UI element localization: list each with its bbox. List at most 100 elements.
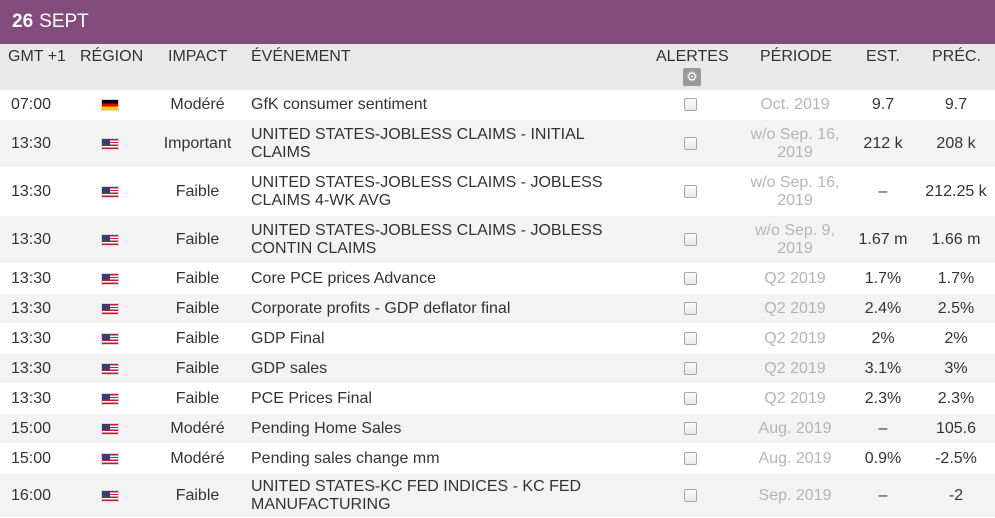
event-name[interactable]: UNITED STATES-KC FED INDICES - KC FED MA… <box>251 477 582 513</box>
flag-de-icon <box>101 98 119 111</box>
table-row: 13:30 Faible Core PCE prices Advance Q2 201… <box>0 264 995 294</box>
flag-us-icon <box>101 489 119 502</box>
event-impact: Modéré <box>170 419 225 437</box>
column-header-period: PÉRIODE <box>760 48 833 65</box>
alert-cell <box>684 264 700 293</box>
alert-checkbox[interactable] <box>684 422 697 435</box>
region-flag <box>101 444 123 473</box>
flag-us-icon <box>101 392 119 405</box>
alert-cell <box>684 168 700 215</box>
alert-checkbox[interactable] <box>684 233 697 246</box>
alert-checkbox[interactable] <box>684 185 697 198</box>
event-name[interactable]: GDP sales <box>251 359 328 377</box>
event-period: Q2 2019 <box>764 269 826 287</box>
alert-checkbox[interactable] <box>684 137 697 150</box>
event-time: 13:30 <box>11 389 52 407</box>
region-flag <box>101 354 123 383</box>
alert-checkbox[interactable] <box>684 302 697 315</box>
event-period: Q2 2019 <box>764 329 826 347</box>
event-impact: Faible <box>175 359 220 377</box>
event-name[interactable]: UNITED STATES-JOBLESS CLAIMS - INITIAL C… <box>251 125 585 161</box>
flag-us-icon <box>101 137 119 150</box>
alert-checkbox[interactable] <box>684 489 697 502</box>
event-estimate: 2.4% <box>864 299 902 317</box>
event-time: 16:00 <box>11 486 52 504</box>
flag-us-icon <box>101 233 119 246</box>
event-impact: Modéré <box>170 95 225 113</box>
event-period: Oct. 2019 <box>760 95 830 113</box>
alert-checkbox[interactable] <box>684 332 697 345</box>
event-previous: 1.7% <box>937 269 975 287</box>
event-estimate: 2.3% <box>864 389 902 407</box>
alert-checkbox[interactable] <box>684 362 697 375</box>
date-banner: 26 SEPT <box>0 0 995 44</box>
event-name[interactable]: UNITED STATES-JOBLESS CLAIMS - JOBLESS C… <box>251 173 603 209</box>
event-previous: 3% <box>944 359 968 377</box>
event-estimate: 9.7 <box>871 95 895 113</box>
event-impact: Faible <box>175 389 220 407</box>
region-flag <box>101 90 123 119</box>
table-row: 13:30 Faible UNITED STATES-JOBLESS CLAIMS … <box>0 168 995 216</box>
event-estimate: 1.67 m <box>858 230 908 248</box>
event-estimate: 0.9% <box>864 449 902 467</box>
event-previous: -2 <box>948 486 964 504</box>
alert-checkbox[interactable] <box>684 452 697 465</box>
flag-us-icon <box>101 302 119 315</box>
event-impact: Faible <box>175 269 220 287</box>
event-name[interactable]: Core PCE prices Advance <box>251 269 436 287</box>
event-time: 13:30 <box>11 359 52 377</box>
alert-cell <box>684 216 700 263</box>
event-name[interactable]: Pending Home Sales <box>251 419 402 437</box>
gear-icon[interactable]: ⚙ <box>683 68 701 86</box>
event-name[interactable]: GfK consumer sentiment <box>251 95 428 113</box>
region-flag <box>101 216 123 263</box>
event-previous: 2% <box>944 329 968 347</box>
event-name[interactable]: PCE Prices Final <box>251 389 372 407</box>
event-previous: 212.25 k <box>925 182 987 200</box>
alert-checkbox[interactable] <box>684 272 697 285</box>
table-header: GMT +1 RÉGION IMPACT ÉVÉNEMENT ALERTES ⚙… <box>0 44 995 90</box>
region-flag <box>101 120 123 167</box>
column-header-alerts: ALERTES <box>656 48 729 65</box>
event-name[interactable]: UNITED STATES-JOBLESS CLAIMS - JOBLESS C… <box>251 221 603 257</box>
region-flag <box>101 168 123 215</box>
event-time: 15:00 <box>11 419 52 437</box>
region-flag <box>101 384 123 413</box>
region-flag <box>101 414 123 443</box>
event-period: Aug. 2019 <box>758 449 832 467</box>
event-impact: Important <box>163 134 232 152</box>
event-period: w/o Sep. 9, 2019 <box>754 221 836 257</box>
event-impact: Faible <box>175 486 220 504</box>
table-row: 13:30 Faible GDP Final Q2 2019 2% 2% <box>0 324 995 354</box>
event-impact: Faible <box>175 182 220 200</box>
event-estimate: 3.1% <box>864 359 902 377</box>
table-row: 07:00 Modéré GfK consumer sentiment Oct. 20… <box>0 90 995 120</box>
table-row: 13:30 Important UNITED STATES-JOBLESS CLAI… <box>0 120 995 168</box>
event-period: Sep. 2019 <box>758 486 832 504</box>
event-estimate: 212 k <box>863 134 903 152</box>
event-previous: 2.3% <box>937 389 975 407</box>
table-row: 15:00 Modéré Pending Home Sales Aug. 2019 – 1… <box>0 414 995 444</box>
flag-us-icon <box>101 452 119 465</box>
flag-us-icon <box>101 362 119 375</box>
event-name[interactable]: Pending sales change mm <box>251 449 440 467</box>
event-name[interactable]: GDP Final <box>251 329 325 347</box>
event-previous: 9.7 <box>944 95 968 113</box>
event-period: Q2 2019 <box>764 359 826 377</box>
flag-us-icon <box>101 422 119 435</box>
region-flag <box>101 324 123 353</box>
event-estimate: – <box>878 419 888 437</box>
event-time: 13:30 <box>11 182 52 200</box>
column-header-region: RÉGION <box>80 48 144 65</box>
event-time: 13:30 <box>11 329 52 347</box>
events-table: 07:00 Modéré GfK consumer sentiment Oct. 20… <box>0 90 995 518</box>
event-name[interactable]: Corporate profits - GDP deflator final <box>251 299 511 317</box>
event-time: 13:30 <box>11 230 52 248</box>
event-estimate: – <box>878 182 888 200</box>
event-period: Aug. 2019 <box>758 419 832 437</box>
alert-cell <box>684 414 700 443</box>
column-header-prev: PRÉC. <box>932 48 981 65</box>
alert-checkbox[interactable] <box>684 98 697 111</box>
alert-checkbox[interactable] <box>684 392 697 405</box>
alert-cell <box>684 354 700 383</box>
